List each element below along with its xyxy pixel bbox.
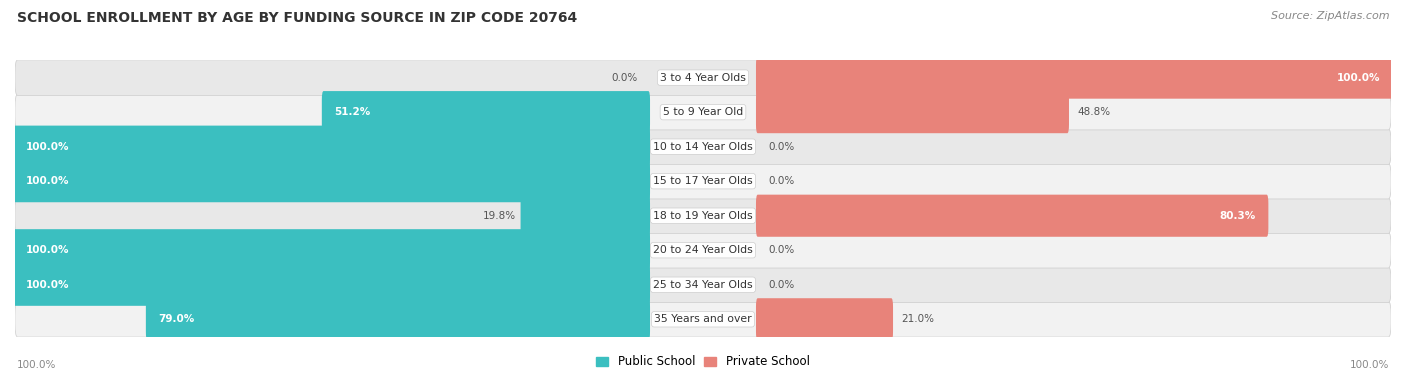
- Text: 21.0%: 21.0%: [901, 314, 934, 324]
- FancyBboxPatch shape: [15, 267, 1391, 302]
- Text: Source: ZipAtlas.com: Source: ZipAtlas.com: [1271, 11, 1389, 21]
- Text: 3 to 4 Year Olds: 3 to 4 Year Olds: [659, 73, 747, 83]
- Text: 0.0%: 0.0%: [768, 142, 794, 152]
- Text: 100.0%: 100.0%: [25, 142, 69, 152]
- Text: 100.0%: 100.0%: [1350, 361, 1389, 370]
- Text: 10 to 14 Year Olds: 10 to 14 Year Olds: [654, 142, 752, 152]
- Text: SCHOOL ENROLLMENT BY AGE BY FUNDING SOURCE IN ZIP CODE 20764: SCHOOL ENROLLMENT BY AGE BY FUNDING SOUR…: [17, 11, 576, 25]
- FancyBboxPatch shape: [520, 195, 650, 237]
- FancyBboxPatch shape: [13, 160, 650, 202]
- FancyBboxPatch shape: [15, 129, 1391, 164]
- Text: 100.0%: 100.0%: [25, 280, 69, 290]
- Text: 15 to 17 Year Olds: 15 to 17 Year Olds: [654, 176, 752, 186]
- Text: 0.0%: 0.0%: [768, 280, 794, 290]
- FancyBboxPatch shape: [322, 91, 650, 133]
- Text: 48.8%: 48.8%: [1077, 107, 1111, 117]
- FancyBboxPatch shape: [15, 94, 1391, 130]
- Text: 79.0%: 79.0%: [159, 314, 194, 324]
- Legend: Public School, Private School: Public School, Private School: [596, 355, 810, 368]
- Text: 35 Years and over: 35 Years and over: [654, 314, 752, 324]
- FancyBboxPatch shape: [15, 163, 1391, 199]
- FancyBboxPatch shape: [756, 298, 893, 340]
- FancyBboxPatch shape: [13, 229, 650, 271]
- Text: 5 to 9 Year Old: 5 to 9 Year Old: [662, 107, 744, 117]
- Text: 0.0%: 0.0%: [768, 176, 794, 186]
- FancyBboxPatch shape: [146, 298, 650, 340]
- FancyBboxPatch shape: [756, 57, 1393, 99]
- FancyBboxPatch shape: [756, 91, 1069, 133]
- Text: 25 to 34 Year Olds: 25 to 34 Year Olds: [654, 280, 752, 290]
- FancyBboxPatch shape: [15, 302, 1391, 337]
- Text: 100.0%: 100.0%: [1337, 73, 1381, 83]
- FancyBboxPatch shape: [15, 232, 1391, 268]
- FancyBboxPatch shape: [756, 195, 1268, 237]
- Text: 100.0%: 100.0%: [17, 361, 56, 370]
- FancyBboxPatch shape: [15, 60, 1391, 95]
- Text: 0.0%: 0.0%: [612, 73, 638, 83]
- Text: 80.3%: 80.3%: [1220, 211, 1256, 221]
- FancyBboxPatch shape: [13, 125, 650, 168]
- Text: 18 to 19 Year Olds: 18 to 19 Year Olds: [654, 211, 752, 221]
- Text: 100.0%: 100.0%: [25, 176, 69, 186]
- Text: 100.0%: 100.0%: [25, 245, 69, 255]
- Text: 19.8%: 19.8%: [482, 211, 516, 221]
- Text: 20 to 24 Year Olds: 20 to 24 Year Olds: [654, 245, 752, 255]
- FancyBboxPatch shape: [15, 198, 1391, 234]
- Text: 51.2%: 51.2%: [335, 107, 370, 117]
- FancyBboxPatch shape: [13, 264, 650, 306]
- Text: 0.0%: 0.0%: [768, 245, 794, 255]
